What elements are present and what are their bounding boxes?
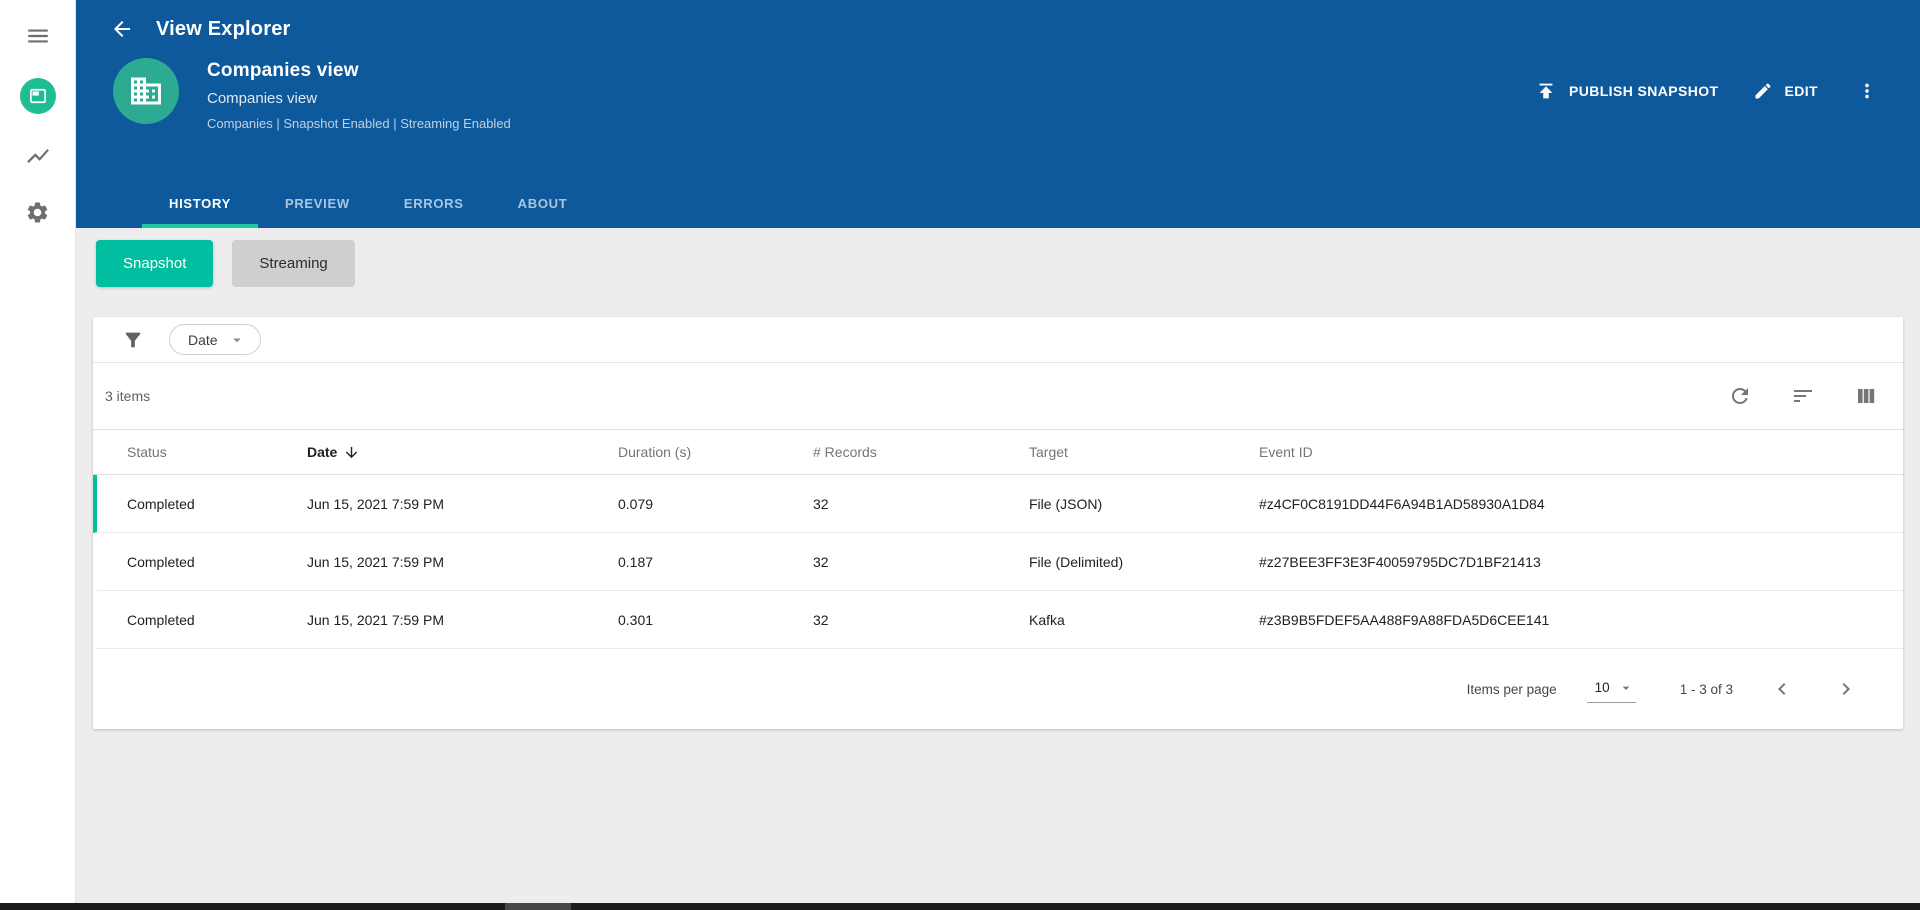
- column-header-date[interactable]: Date: [307, 444, 618, 461]
- snapshot-toggle-button[interactable]: Snapshot: [96, 240, 214, 287]
- more-options-button[interactable]: [1852, 76, 1882, 106]
- tab-preview[interactable]: PREVIEW: [284, 195, 350, 211]
- items-per-page-select[interactable]: 10: [1586, 676, 1636, 703]
- kebab-menu-icon: [1865, 83, 1869, 99]
- list-toolbar: 3 items: [93, 363, 1903, 429]
- topbar: View Explorer: [76, 0, 1920, 58]
- items-per-page-label: Items per page: [1466, 681, 1557, 697]
- refresh-button[interactable]: [1727, 383, 1753, 409]
- mode-toggle: Snapshot Streaming: [96, 240, 1903, 287]
- cell-target: Kafka: [1029, 611, 1065, 628]
- tab-about[interactable]: ABOUT: [517, 195, 568, 211]
- funnel-icon: [125, 332, 141, 347]
- horizontal-scrollbar[interactable]: [0, 903, 1920, 910]
- pagination-bar: Items per page 10 1 - 3 of 3: [93, 649, 1903, 729]
- sort-icon: [1794, 390, 1812, 402]
- history-content: Snapshot Streaming Date 3 items: [76, 228, 1920, 729]
- date-filter-dropdown[interactable]: Date: [169, 324, 261, 355]
- cell-event-id: #z27BEE3FF3E3F40059795DC7D1BF21413: [1259, 553, 1541, 570]
- view-titles: Companies view Companies view Companies …: [207, 58, 511, 131]
- table-row[interactable]: Completed Jun 15, 2021 7:59 PM 0.079 32 …: [93, 475, 1903, 533]
- view-title: Companies view: [207, 60, 359, 81]
- cell-date: Jun 15, 2021 7:59 PM: [307, 495, 444, 512]
- cell-target: File (JSON): [1029, 495, 1103, 512]
- scrollbar-thumb[interactable]: [505, 903, 571, 910]
- cell-duration: 0.301: [618, 611, 654, 628]
- edit-button[interactable]: EDIT: [1753, 81, 1819, 101]
- table-row[interactable]: Completed Jun 15, 2021 7:59 PM 0.187 32 …: [93, 533, 1903, 591]
- table-header-row: Status Date Duration (s) # Records Targe…: [93, 429, 1903, 475]
- tab-errors[interactable]: ERRORS: [403, 195, 464, 211]
- view-tab-icon: [29, 88, 46, 104]
- tab-history[interactable]: HISTORY: [142, 182, 258, 228]
- cell-date: Jun 15, 2021 7:59 PM: [307, 553, 444, 570]
- cell-status: Completed: [127, 611, 195, 628]
- view-subtitle: Companies view: [207, 90, 318, 107]
- streaming-toggle-button[interactable]: Streaming: [232, 240, 355, 287]
- pagination-range: 1 - 3 of 3: [1679, 681, 1733, 697]
- publish-snapshot-button[interactable]: PUBLISH SNAPSHOT: [1535, 80, 1719, 102]
- back-button[interactable]: [102, 9, 142, 49]
- cell-status: Completed: [127, 495, 195, 512]
- column-header-duration[interactable]: Duration (s): [618, 444, 692, 460]
- history-card: Date 3 items: [93, 317, 1903, 729]
- cell-status: Completed: [127, 553, 195, 570]
- items-count: 3 items: [105, 388, 151, 404]
- items-per-page-value: 10: [1594, 680, 1610, 695]
- table-row[interactable]: Completed Jun 15, 2021 7:59 PM 0.301 32 …: [93, 591, 1903, 649]
- toolbar-icons: [1727, 383, 1879, 409]
- view-meta: Companies | Snapshot Enabled | Streaming…: [207, 116, 511, 131]
- analytics-nav-button[interactable]: [24, 142, 52, 170]
- publish-snapshot-label: PUBLISH SNAPSHOT: [1568, 83, 1719, 99]
- cell-event-id: #z3B9B5FDEF5AA488F9A88FDA5D6CEE141: [1259, 611, 1550, 628]
- appbar-actions: PUBLISH SNAPSHOT EDIT: [1535, 76, 1882, 106]
- cell-duration: 0.187: [618, 553, 654, 570]
- column-header-status[interactable]: Status: [127, 444, 167, 460]
- building-icon: [131, 77, 161, 105]
- column-header-target[interactable]: Target: [1029, 444, 1068, 460]
- chevron-right-icon: [1842, 683, 1850, 695]
- sort-button[interactable]: [1790, 383, 1816, 409]
- publish-upload-icon: [1539, 83, 1553, 99]
- sort-desc-arrow-icon: [346, 446, 358, 458]
- appbar: View Explorer Companies view Companies v…: [76, 0, 1920, 228]
- next-page-button[interactable]: [1831, 674, 1861, 704]
- edit-label: EDIT: [1784, 83, 1818, 99]
- gear-icon: [27, 202, 48, 222]
- cell-date: Jun 15, 2021 7:59 PM: [307, 611, 444, 628]
- column-header-event-id[interactable]: Event ID: [1259, 444, 1313, 460]
- settings-nav-button[interactable]: [24, 198, 52, 226]
- date-filter-label: Date: [188, 331, 218, 348]
- columns-icon: [1858, 389, 1875, 403]
- refresh-icon: [1732, 388, 1748, 404]
- filter-bar: Date: [93, 317, 1903, 363]
- cell-event-id: #z4CF0C8191DD44F6A94B1AD58930A1D84: [1259, 495, 1545, 512]
- chevron-down-icon: [232, 338, 241, 342]
- view-profile: Companies view Companies view Companies …: [76, 58, 1920, 131]
- page-title: View Explorer: [156, 17, 291, 40]
- columns-button[interactable]: [1853, 383, 1879, 409]
- left-rail: [0, 0, 76, 910]
- filter-button[interactable]: [119, 326, 147, 354]
- tab-bar: HISTORY PREVIEW ERRORS ABOUT: [76, 182, 1920, 228]
- views-nav-button[interactable]: [19, 78, 56, 114]
- arrow-back-icon: [114, 21, 130, 37]
- cell-target: File (Delimited): [1029, 553, 1124, 570]
- hamburger-menu-icon[interactable]: [18, 16, 58, 56]
- previous-page-button[interactable]: [1767, 674, 1797, 704]
- cell-records: 32: [813, 495, 829, 512]
- cell-duration: 0.079: [618, 495, 654, 512]
- cell-records: 32: [813, 553, 829, 570]
- pencil-icon: [1755, 83, 1771, 99]
- chevron-down-icon: [1622, 686, 1630, 690]
- main-area: View Explorer Companies view Companies v…: [76, 0, 1920, 910]
- column-header-records[interactable]: # Records: [813, 444, 877, 460]
- chevron-left-icon: [1778, 683, 1786, 695]
- line-chart-icon: [26, 148, 49, 164]
- avatar: [113, 58, 179, 124]
- cell-records: 32: [813, 611, 829, 628]
